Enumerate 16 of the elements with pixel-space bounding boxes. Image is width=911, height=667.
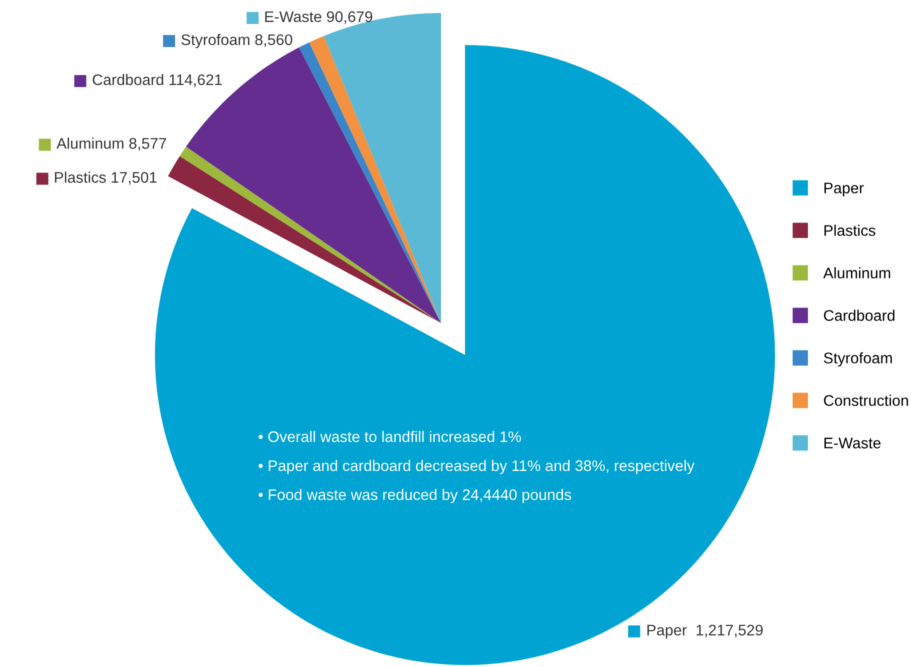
legend-label: E-Waste [824,438,881,448]
text: • Overall waste to landfill increased 1% [258,430,521,442]
text: • Paper and cardboard decreased by 11% and 38%, respectively [258,460,694,474]
data-label: Styrofoam 8,560 [181,34,292,48]
legend-label: Aluminum [823,267,890,278]
legend-label: Plastics [824,224,876,236]
data-label: Cardboard 114,621 [92,74,222,87]
legend-label: Paper [824,182,864,196]
data-label: Aluminum 8,577 [56,138,166,151]
text: • Food waste was reduced by 24,4440 pounds [258,488,572,504]
legend-label: Styrofoam [824,352,892,366]
data-label: E-Waste 90,679 [265,11,372,24]
legend-label: Cardboard [824,310,894,321]
legend-label: Construction [824,394,908,406]
data-label: Plastics 17,501 [54,172,157,185]
data-label: Paper 1,217,529 [647,624,763,639]
